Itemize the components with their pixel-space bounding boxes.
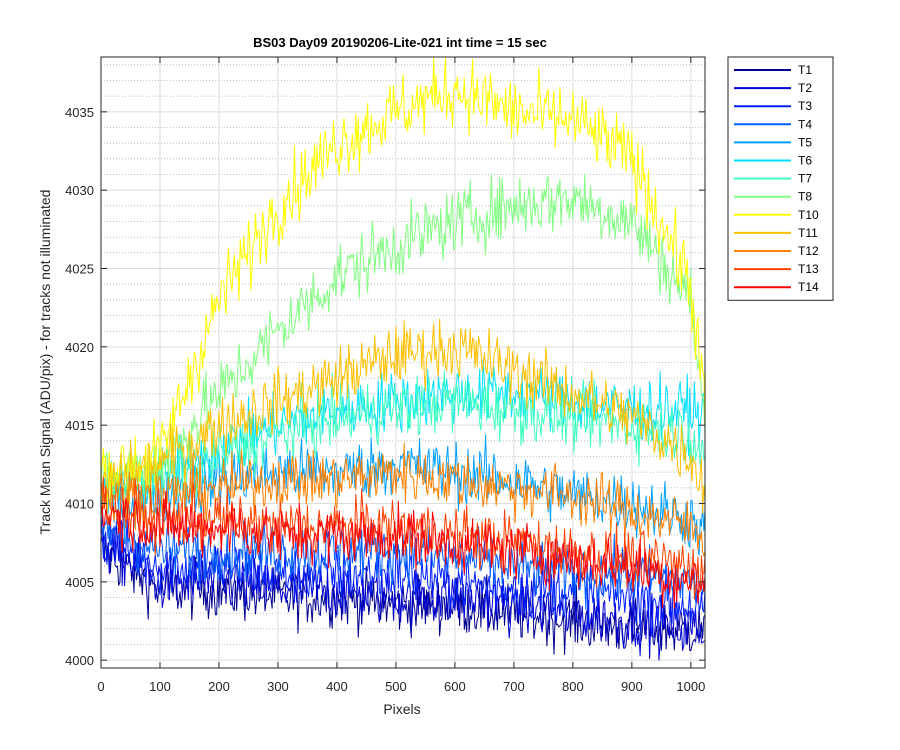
y-tick-label: 4015 (65, 418, 94, 433)
legend: T1 T2 T3 T4 T5 T6 T7 T8 T10 T11 T12 T13 T14 (727, 56, 834, 301)
y-axis-ticks: 4000 4005 4010 4015 4020 4025 4030 4035 (65, 105, 705, 668)
y-tick-label: 4020 (65, 340, 94, 355)
x-tick-label: 400 (326, 679, 348, 694)
series-line-t4 (100, 497, 706, 611)
legend-label-t13: T13 (798, 262, 819, 276)
series-line-t2 (100, 515, 706, 661)
legend-label-t12: T12 (798, 244, 819, 258)
series-line-t12 (100, 442, 706, 557)
axes (100, 56, 706, 669)
legend-label-t3: T3 (798, 99, 812, 113)
y-tick-label: 4000 (65, 653, 94, 668)
chart-title: BS03 Day09 20190206-Lite-021 int time = … (253, 35, 547, 50)
x-tick-label: 700 (503, 679, 525, 694)
x-tick-label: 1000 (676, 679, 705, 694)
legend-label-t2: T2 (798, 81, 812, 95)
legend-label-t8: T8 (798, 190, 812, 204)
x-tick-label: 100 (149, 679, 171, 694)
legend-label-t7: T7 (798, 172, 812, 186)
legend-label-t4: T4 (798, 117, 812, 131)
series-line-t11 (100, 318, 706, 514)
y-axis-label: Track Mean Signal (ADU/pix) - for tracks… (37, 190, 53, 535)
series-line-t6 (100, 359, 706, 515)
x-tick-label: 800 (562, 679, 584, 694)
y-tick-label: 4025 (65, 262, 94, 277)
x-tick-label: 600 (444, 679, 466, 694)
x-axis-label: Pixels (383, 701, 420, 717)
series-line-t7 (100, 370, 706, 524)
y-tick-label: 4030 (65, 183, 94, 198)
series-line-t14 (100, 490, 706, 609)
x-axis-ticks: 0 100 200 300 400 500 600 700 800 900 1000 (97, 57, 705, 694)
plot-area (100, 56, 706, 661)
legend-label-t11: T11 (798, 226, 818, 240)
x-tick-label: 300 (267, 679, 289, 694)
axes-box (100, 56, 706, 669)
x-tick-label: 0 (97, 679, 104, 694)
legend-label-t6: T6 (798, 154, 812, 168)
y-tick-label: 4010 (65, 497, 94, 512)
series-line-t10 (100, 56, 706, 520)
series-line-t8 (100, 174, 706, 502)
legend-label-t14: T14 (798, 280, 819, 294)
x-tick-label: 500 (385, 679, 407, 694)
legend-label-t1: T1 (798, 63, 812, 77)
y-tick-label: 4035 (65, 105, 94, 120)
y-tick-label: 4005 (65, 575, 94, 590)
legend-label-t5: T5 (798, 135, 812, 149)
legend-label-t10: T10 (798, 208, 819, 222)
x-tick-label: 200 (208, 679, 230, 694)
x-tick-label: 900 (621, 679, 643, 694)
